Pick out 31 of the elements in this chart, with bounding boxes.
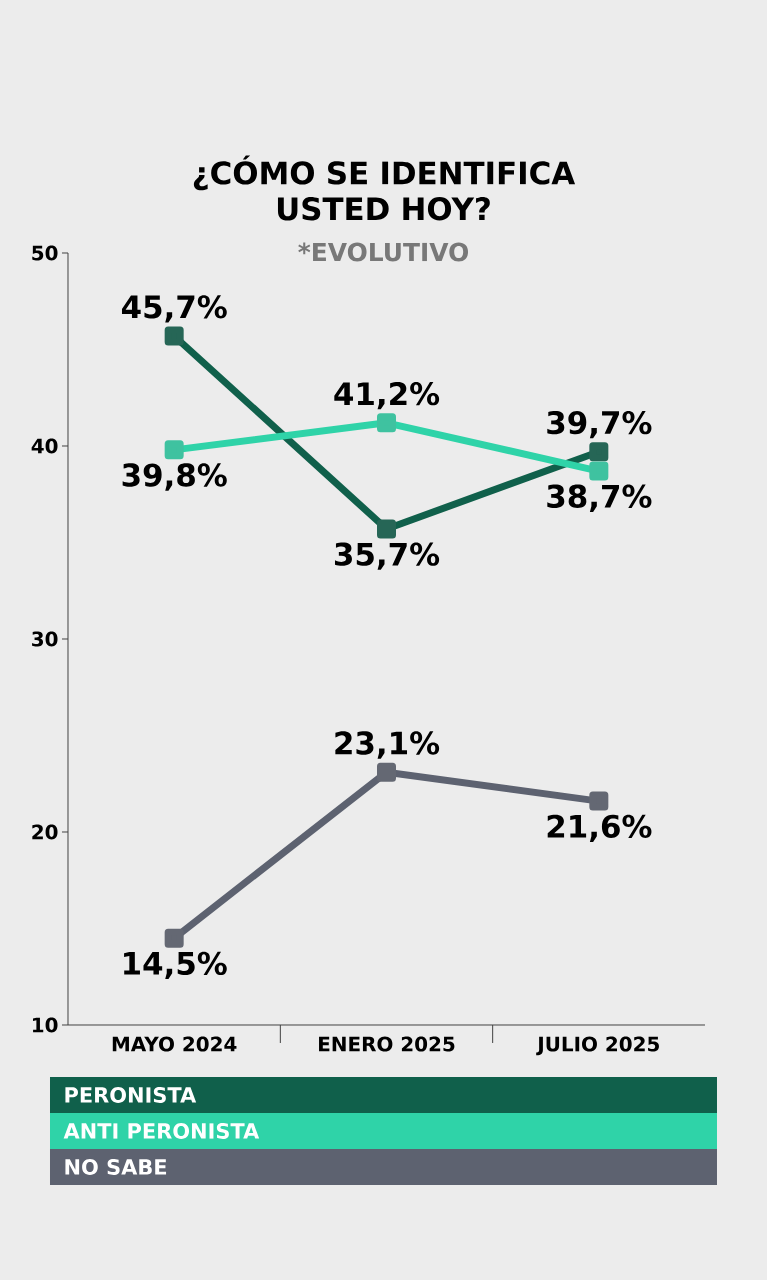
data-label: 39,7% bbox=[547, 410, 652, 439]
x-tick-label: JULIO 2025 bbox=[536, 1036, 659, 1056]
data-label: 45,7% bbox=[121, 295, 227, 323]
point bbox=[164, 440, 184, 460]
point bbox=[377, 762, 396, 782]
data-label: 21,6% bbox=[547, 814, 652, 842]
point bbox=[377, 413, 396, 433]
text: PERONISTA bbox=[65, 1087, 197, 1103]
y-tick-label: 40 bbox=[31, 438, 58, 454]
text: ANTI PERONISTA bbox=[63, 1123, 260, 1139]
y-tick-label: 20 bbox=[32, 824, 58, 840]
data-label: 35,7% bbox=[334, 542, 440, 570]
point bbox=[589, 442, 609, 462]
data-label: 23,1% bbox=[335, 731, 440, 759]
x-tick-label: ENERO 2025 bbox=[319, 1036, 455, 1052]
point bbox=[589, 461, 609, 481]
point bbox=[164, 928, 184, 948]
data-label: 39,8% bbox=[122, 463, 227, 491]
chart-subtitle: *EVOLUTIVO bbox=[298, 242, 469, 262]
y-tick-label: 30 bbox=[32, 631, 58, 647]
data-label: 38,7% bbox=[547, 484, 652, 512]
point bbox=[164, 326, 184, 346]
y-tick-label: 50 bbox=[32, 245, 58, 261]
text: NO SABE bbox=[65, 1159, 167, 1175]
y-tick-label: 10 bbox=[33, 1017, 58, 1033]
point bbox=[377, 519, 396, 539]
data-label: 14,5% bbox=[124, 951, 227, 979]
point bbox=[589, 791, 609, 811]
x-tick-label: MAYO 2024 bbox=[112, 1036, 237, 1052]
chart-title: ¿CÓMO SE IDENTIFICA USTED HOY? bbox=[193, 155, 576, 221]
data-label: 41,2% bbox=[334, 382, 440, 410]
